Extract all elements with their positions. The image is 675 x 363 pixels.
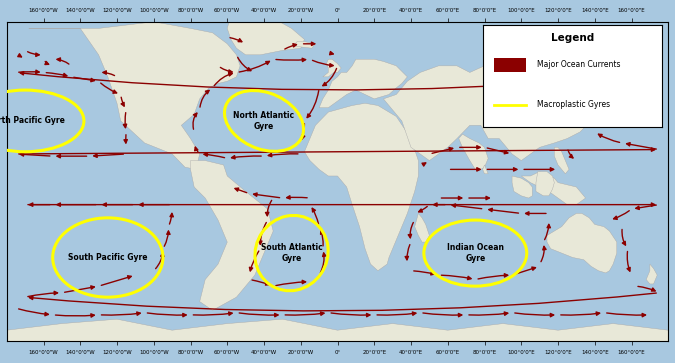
Polygon shape [383, 66, 613, 160]
Polygon shape [294, 42, 315, 48]
Polygon shape [319, 59, 407, 108]
Polygon shape [304, 103, 418, 271]
Text: South Atlantic
Gyre: South Atlantic Gyre [261, 244, 323, 263]
Polygon shape [29, 22, 240, 170]
Polygon shape [576, 90, 604, 119]
Polygon shape [323, 59, 341, 77]
Polygon shape [512, 176, 533, 198]
Text: South Pacific Gyre: South Pacific Gyre [68, 253, 148, 262]
Text: North Pacific Gyre: North Pacific Gyre [0, 117, 65, 126]
Polygon shape [459, 134, 488, 170]
Polygon shape [554, 147, 569, 174]
Polygon shape [190, 160, 273, 310]
Polygon shape [7, 319, 668, 341]
Polygon shape [536, 172, 554, 196]
Text: Indian Ocean
Gyre: Indian Ocean Gyre [447, 244, 504, 263]
Polygon shape [414, 213, 429, 242]
Polygon shape [483, 165, 488, 174]
Polygon shape [227, 11, 304, 55]
Polygon shape [547, 213, 617, 273]
Text: North Atlantic
Gyre: North Atlantic Gyre [234, 111, 294, 131]
Polygon shape [521, 172, 585, 205]
Polygon shape [646, 264, 657, 284]
